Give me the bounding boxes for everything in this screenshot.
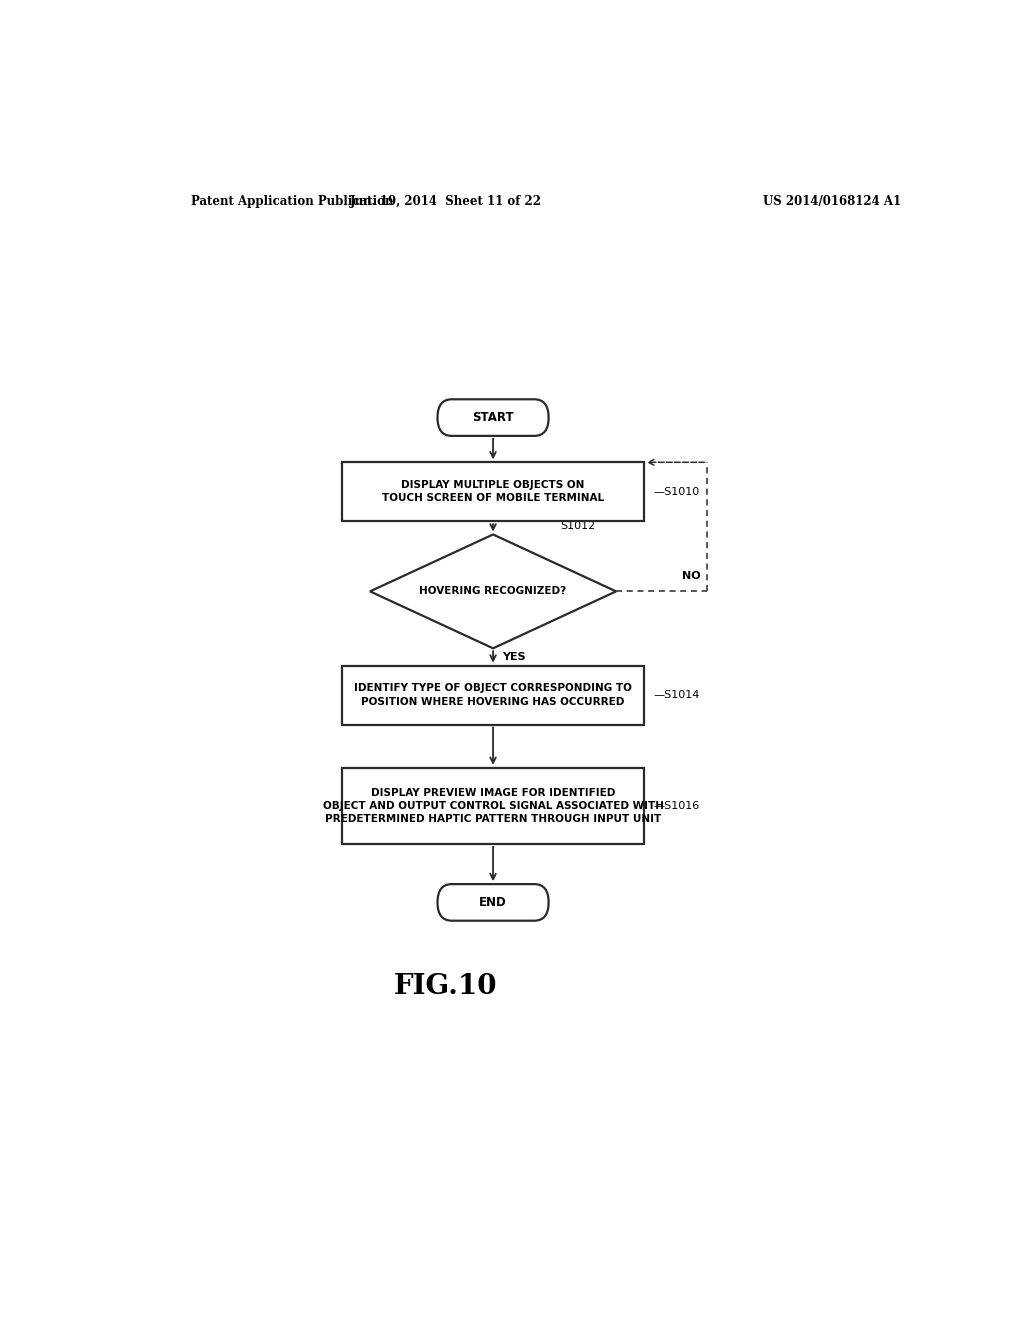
- FancyBboxPatch shape: [342, 768, 644, 843]
- Text: —S1016: —S1016: [653, 801, 699, 810]
- Text: NO: NO: [682, 572, 701, 581]
- Text: FIG.10: FIG.10: [393, 973, 498, 1001]
- Text: HOVERING RECOGNIZED?: HOVERING RECOGNIZED?: [420, 586, 566, 597]
- Text: IDENTIFY TYPE OF OBJECT CORRESPONDING TO
POSITION WHERE HOVERING HAS OCCURRED: IDENTIFY TYPE OF OBJECT CORRESPONDING TO…: [354, 684, 632, 706]
- Text: —S1010: —S1010: [653, 487, 699, 496]
- Text: DISPLAY PREVIEW IMAGE FOR IDENTIFIED
OBJECT AND OUTPUT CONTROL SIGNAL ASSOCIATED: DISPLAY PREVIEW IMAGE FOR IDENTIFIED OBJ…: [323, 788, 664, 824]
- Text: Jun. 19, 2014  Sheet 11 of 22: Jun. 19, 2014 Sheet 11 of 22: [349, 194, 542, 207]
- FancyBboxPatch shape: [437, 399, 549, 436]
- Text: YES: YES: [503, 652, 526, 663]
- Text: END: END: [479, 896, 507, 909]
- Polygon shape: [370, 535, 616, 648]
- FancyBboxPatch shape: [342, 665, 644, 725]
- Text: —S1014: —S1014: [653, 690, 699, 700]
- Text: Patent Application Publication: Patent Application Publication: [191, 194, 394, 207]
- Text: S1012: S1012: [561, 521, 596, 532]
- Text: US 2014/0168124 A1: US 2014/0168124 A1: [763, 194, 901, 207]
- FancyBboxPatch shape: [342, 462, 644, 521]
- FancyBboxPatch shape: [437, 884, 549, 921]
- Text: START: START: [472, 411, 514, 424]
- Text: DISPLAY MULTIPLE OBJECTS ON
TOUCH SCREEN OF MOBILE TERMINAL: DISPLAY MULTIPLE OBJECTS ON TOUCH SCREEN…: [382, 480, 604, 503]
